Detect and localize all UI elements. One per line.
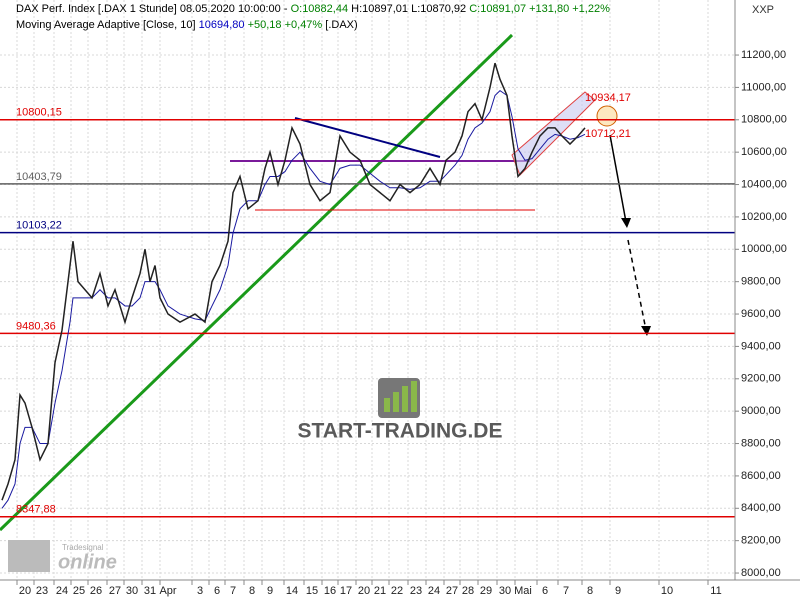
arrow [627, 239, 647, 331]
y-tick-label: 10800,00 [741, 114, 787, 126]
y-tick-label: 10200,00 [741, 211, 787, 223]
channel-label: 10934,17 [585, 92, 631, 104]
y-tick-label: 9000,00 [741, 405, 781, 417]
x-tick-label: 29 [480, 585, 492, 597]
watermark-text: START-TRADING.DE [298, 420, 503, 443]
x-tick-label: 9 [615, 585, 621, 597]
header-segment: DAX Perf. Index [.DAX 1 Stunde] 08.05.20… [16, 3, 291, 15]
x-tick-label: 3 [197, 585, 203, 597]
level-label: 10103,22 [16, 219, 62, 231]
header-segment: O:10882,44 [291, 3, 349, 15]
header-segment: [.DAX) [322, 19, 357, 31]
series-line [1, 90, 586, 509]
watermark-bar [411, 381, 417, 412]
logo-top: Tradesignal [62, 543, 104, 552]
x-tick-label: 27 [446, 585, 458, 597]
x-tick-label: 20 [19, 585, 31, 597]
x-tick-label: Apr [159, 585, 176, 597]
header-segment: L:10870,92 [408, 3, 466, 15]
y-tick-label: 8800,00 [741, 437, 781, 449]
x-tick-label: 30 [126, 585, 138, 597]
x-tick-label: 30 [499, 585, 511, 597]
header-line: Moving Average Adaptive [Close, 10] 1069… [16, 19, 358, 31]
logo-box [8, 540, 50, 572]
y-tick-label: 9400,00 [741, 340, 781, 352]
logo-main: online [58, 551, 117, 573]
y-tick-label: 8600,00 [741, 470, 781, 482]
watermark-bar [402, 386, 408, 412]
level-label: 8347,88 [16, 504, 56, 516]
x-tick-label: 26 [90, 585, 102, 597]
series-line [1, 62, 586, 501]
x-tick-label: 8 [587, 585, 593, 597]
x-tick-label: 14 [286, 585, 298, 597]
x-tick-label: 22 [391, 585, 403, 597]
watermark-bar [384, 398, 390, 412]
x-tick-label: 7 [230, 585, 236, 597]
x-tick-label: 24 [56, 585, 68, 597]
y-tick-label: 10600,00 [741, 146, 787, 158]
trendline [0, 33, 514, 532]
y-tick-label: 10000,00 [741, 243, 787, 255]
header-segment: H:10897,01 [348, 3, 408, 15]
x-tick-label: 15 [306, 585, 318, 597]
y-tick-label: 9200,00 [741, 373, 781, 385]
y-tick-label: 9800,00 [741, 276, 781, 288]
level-label: 9480,36 [16, 320, 56, 332]
x-tick-label: 8 [249, 585, 255, 597]
header-segment: +131,80 +1,22% [526, 3, 610, 15]
x-tick-label: 31 [144, 585, 156, 597]
x-tick-label: 28 [462, 585, 474, 597]
x-tick-label: 27 [109, 585, 121, 597]
x-tick-label: 24 [428, 585, 440, 597]
x-tick-label: 21 [374, 585, 386, 597]
header-segment: Moving Average Adaptive [Close, 10] [16, 19, 199, 31]
watermark-bar [393, 392, 399, 412]
x-tick-label: 9 [267, 585, 273, 597]
level-label: 10800,15 [16, 107, 62, 119]
trendline [294, 117, 441, 158]
x-tick-label: 17 [340, 585, 352, 597]
header-segment: C:10891,07 [466, 3, 526, 15]
x-tick-label: 23 [410, 585, 422, 597]
x-tick-label: 10 [661, 585, 673, 597]
channel-label: 10712,21 [585, 128, 631, 140]
x-tick-label: 16 [324, 585, 336, 597]
marker-circle [596, 105, 618, 127]
x-tick-label: 6 [214, 585, 220, 597]
x-tick-label: 6 [542, 585, 548, 597]
header-segment: +50,18 +0,47% [245, 19, 323, 31]
arrow-head [621, 218, 631, 228]
x-tick-label: 25 [73, 585, 85, 597]
header-line: DAX Perf. Index [.DAX 1 Stunde] 08.05.20… [16, 3, 610, 15]
x-tick-label: 23 [36, 585, 48, 597]
header-segment: 10694,80 [199, 19, 245, 31]
y-tick-label: 10400,00 [741, 178, 787, 190]
x-tick-label: Mai [514, 585, 532, 597]
corner-label: XXP [752, 4, 774, 16]
x-tick-label: 20 [358, 585, 370, 597]
level-label: 10403,79 [16, 171, 62, 183]
x-tick-label: 11 [710, 585, 721, 597]
x-tick-label: 7 [563, 585, 569, 597]
y-tick-label: 8400,00 [741, 502, 781, 514]
arrow [609, 134, 627, 223]
y-tick-label: 9600,00 [741, 308, 781, 320]
y-tick-label: 11000,00 [741, 81, 786, 93]
arrow-head [641, 326, 651, 336]
y-tick-label: 8200,00 [741, 535, 781, 547]
y-tick-label: 8000,00 [741, 567, 781, 579]
y-tick-label: 11200,00 [741, 49, 786, 61]
